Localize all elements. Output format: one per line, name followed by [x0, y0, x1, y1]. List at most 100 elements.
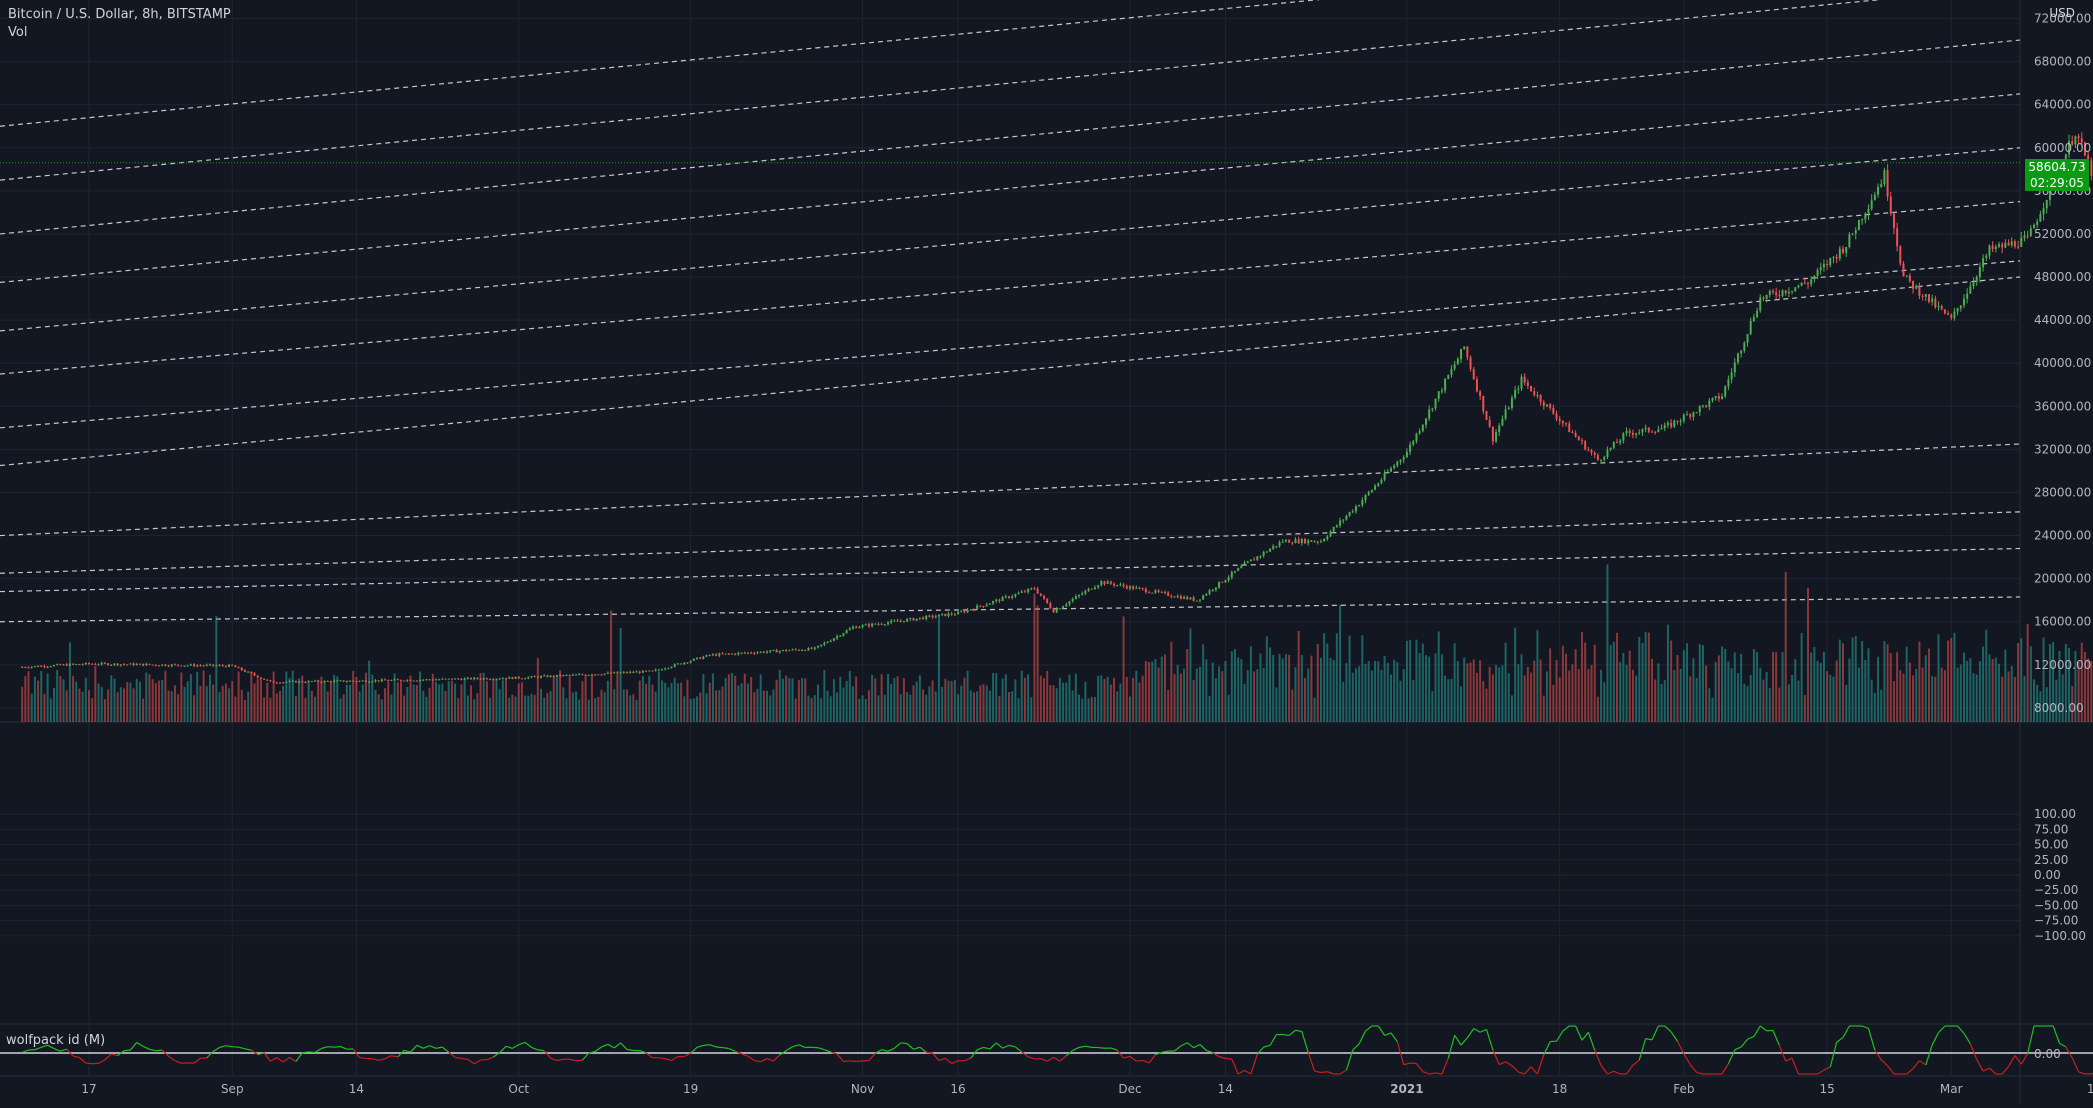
- volume-bar: [661, 680, 663, 722]
- volume-bar: [1349, 636, 1351, 722]
- oscillator-segment: [1455, 1035, 1461, 1045]
- candle-body: [1899, 246, 1901, 263]
- candle-body: [2036, 222, 2038, 225]
- volume-bar: [1489, 667, 1491, 722]
- candle-body: [1240, 566, 1242, 568]
- candle-body: [1457, 359, 1459, 365]
- candle-body: [1664, 425, 1666, 428]
- volume-bar: [1237, 657, 1239, 722]
- candle-body: [1040, 593, 1042, 596]
- volume-bar: [161, 680, 163, 722]
- volume-bar: [196, 672, 198, 722]
- volume-bar: [1934, 677, 1936, 722]
- candle-body: [187, 665, 189, 666]
- volume-bar: [384, 688, 386, 722]
- oscillator-segment: [551, 1058, 557, 1060]
- candle-body: [1657, 429, 1659, 432]
- oscillator-segment: [277, 1058, 283, 1062]
- volume-bar: [1737, 673, 1739, 722]
- oscillator-segment: [124, 1050, 130, 1051]
- candle-body: [314, 681, 316, 682]
- oscillator-segment: [888, 1048, 894, 1051]
- volume-bar: [1107, 677, 1109, 722]
- symbol-title[interactable]: Bitcoin / U.S. Dollar, 8h, BITSTAMP: [8, 7, 231, 22]
- channel-lines[interactable]: [0, 0, 2020, 622]
- candle-body: [1450, 369, 1452, 375]
- candle-body: [1275, 546, 1277, 547]
- oscillator-segment: [1009, 1045, 1015, 1046]
- candle-body: [601, 675, 603, 676]
- candle-body: [906, 619, 908, 622]
- oscillator-segment: [372, 1059, 378, 1061]
- candle-body: [1333, 527, 1335, 532]
- candle-body: [865, 624, 867, 625]
- volume-bar: [683, 696, 685, 722]
- y-tick-label: −25.00: [2034, 883, 2078, 897]
- candle-body: [1021, 591, 1023, 592]
- oscillator-segment: [2053, 1026, 2059, 1043]
- volume-bar: [992, 673, 994, 722]
- volume-bar: [72, 676, 74, 722]
- candle-body: [460, 679, 462, 680]
- indicator-legend[interactable]: wolfpack id (M): [6, 1033, 105, 1048]
- candle-body: [1966, 294, 1968, 299]
- volume-bar: [1635, 676, 1637, 722]
- oscillator-segment: [761, 1059, 767, 1062]
- volume-bar: [1928, 648, 1930, 722]
- oscillator-segment: [1722, 1064, 1728, 1074]
- candle-body: [1702, 405, 1704, 406]
- x-tick-label: 16: [950, 1082, 965, 1096]
- volume-bar: [846, 681, 848, 722]
- volume-bar: [1091, 697, 1093, 722]
- volume-bar: [136, 679, 138, 722]
- volume-bar: [2004, 650, 2006, 722]
- candle-body: [136, 664, 138, 665]
- oscillator-segment: [487, 1057, 493, 1060]
- volume-bar: [680, 683, 682, 722]
- candle-body: [1689, 414, 1691, 416]
- volume-bar: [203, 671, 205, 722]
- volume-bar: [1540, 660, 1542, 722]
- candle-body: [1934, 299, 1936, 307]
- candle-body: [225, 666, 227, 667]
- volume-bar: [1314, 698, 1316, 722]
- oscillator-segment: [869, 1053, 875, 1060]
- volume-bar: [368, 661, 370, 722]
- volume-bar: [1196, 668, 1198, 722]
- oscillator-segment: [1385, 1033, 1391, 1035]
- volume-bar: [1708, 688, 1710, 722]
- candle-body: [180, 665, 182, 666]
- volume-bar: [1941, 668, 1943, 722]
- volume-bar: [1231, 651, 1233, 722]
- volume-bar: [390, 695, 392, 722]
- oscillator-segment: [748, 1056, 754, 1060]
- candle-body: [1938, 306, 1940, 307]
- volume-bar: [1909, 663, 1911, 722]
- volume-legend[interactable]: Vol: [8, 25, 27, 40]
- x-tick-label: Oct: [508, 1082, 529, 1096]
- oscillator-segment: [2021, 1054, 2027, 1065]
- oscillator-segment: [1907, 1069, 1913, 1074]
- candle-body: [1180, 596, 1182, 599]
- volume-bar: [1702, 645, 1704, 722]
- x-tick-label: 15: [1819, 1082, 1834, 1096]
- volume-bar: [1692, 658, 1694, 722]
- volume-bar: [1441, 654, 1443, 722]
- oscillator-segment: [1818, 1070, 1824, 1074]
- candle-body: [1552, 408, 1554, 414]
- volume-bar: [903, 678, 905, 722]
- candle-body: [744, 653, 746, 654]
- volume-bar: [1998, 664, 2000, 722]
- oscillator-segment: [1404, 1063, 1410, 1065]
- oscillator-segment: [1754, 1026, 1760, 1036]
- candle-body: [842, 633, 844, 635]
- candle-body: [671, 667, 673, 668]
- candle-body: [674, 664, 676, 667]
- y-tick-label: −50.00: [2034, 898, 2078, 912]
- candle-body: [464, 678, 466, 679]
- oscillator-segment: [913, 1047, 919, 1049]
- volume-bar: [126, 682, 128, 722]
- candle-body: [1170, 596, 1172, 597]
